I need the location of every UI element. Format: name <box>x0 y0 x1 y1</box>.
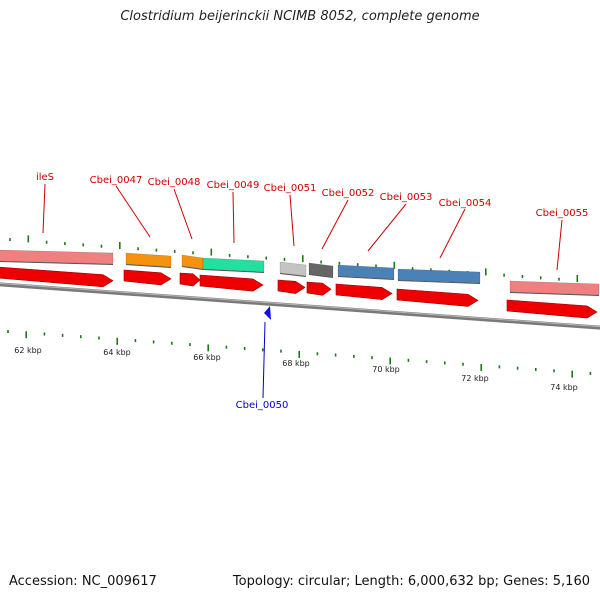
cbei-0049-label: Cbei_0049 <box>207 180 260 191</box>
feature-bars <box>0 249 600 296</box>
cds-arrow <box>123 269 172 286</box>
topology-text: Topology: circular; Length: 6,000,632 bp… <box>232 574 590 589</box>
cbei-0050-label: Cbei_0050 <box>236 400 289 411</box>
cds-arrow <box>0 266 114 288</box>
genome-backbone-highlight <box>0 282 600 328</box>
cbei-0054-bar-shadow <box>397 280 481 284</box>
cbei-0055-bar-shadow <box>509 292 600 296</box>
cbei-0053-bar-shadow <box>337 276 395 280</box>
kbp-label: 72 kbp <box>461 374 489 383</box>
cds-arrow <box>277 279 306 294</box>
cbei-0055-leader <box>556 219 563 271</box>
cbei-0053-label: Cbei_0053 <box>380 192 433 203</box>
map-title: Clostridium beijerinckii NCIMB 8052, com… <box>120 9 480 24</box>
cbei-0049-bar-shadow <box>202 269 265 273</box>
iles-bar-shadow <box>0 261 114 265</box>
genome-backbone <box>0 282 600 330</box>
gene-labels: ileS Cbei_0047 Cbei_0048 Cbei_0049 Cbei_0051… <box>36 172 588 411</box>
cbei-0051-label: Cbei_0051 <box>264 183 317 194</box>
cds-arrow <box>179 272 201 287</box>
cbei-0048-bar-shadow <box>181 266 204 270</box>
cbei-0055-label: Cbei_0055 <box>536 208 589 219</box>
cbei-0049-leader <box>232 191 235 244</box>
accession-text: Accession: NC_009617 <box>9 574 157 589</box>
cbei-0051-bar-shadow <box>279 273 307 277</box>
kbp-label: 70 kbp <box>372 365 400 374</box>
cds-arrow <box>506 299 598 319</box>
cbei-0048-leader <box>173 188 193 240</box>
cbei-0050-feature <box>264 306 271 320</box>
lower-tick-row <box>7 329 592 378</box>
iles-label: ileS <box>36 172 54 183</box>
kbp-label: 62 kbp <box>14 346 42 355</box>
cbei-0048-label: Cbei_0048 <box>148 177 201 188</box>
cds-arrow <box>396 288 479 307</box>
cbei-0051-leader <box>289 194 295 247</box>
cbei-0047-label: Cbei_0047 <box>90 175 143 186</box>
cbei-0054-leader <box>439 208 466 259</box>
label-leader-lines <box>42 183 563 399</box>
cds-arrow <box>335 283 393 300</box>
kbp-axis: 62 kbp 64 kbp 66 kbp 68 kbp 70 kbp 72 kbp 74 k… <box>14 346 578 392</box>
cbei-0050-leader <box>262 321 266 399</box>
cbei-0047-leader <box>115 185 151 238</box>
cds-arrows <box>0 266 598 320</box>
iles-leader <box>42 183 46 234</box>
cds-arrow <box>199 274 264 292</box>
cbei-0054-label: Cbei_0054 <box>439 198 492 209</box>
cds-arrow <box>306 281 332 296</box>
kbp-label: 66 kbp <box>193 353 221 362</box>
kbp-label: 74 kbp <box>550 383 578 392</box>
cbei-0052-leader <box>321 199 349 250</box>
cbei-0052-label: Cbei_0052 <box>322 188 375 199</box>
cbei-0052-bar-shadow <box>308 274 334 278</box>
cbei-0053-leader <box>367 203 407 252</box>
cbei-0047-bar-shadow <box>125 264 172 268</box>
kbp-label: 68 kbp <box>282 359 310 368</box>
kbp-label: 64 kbp <box>103 348 131 357</box>
